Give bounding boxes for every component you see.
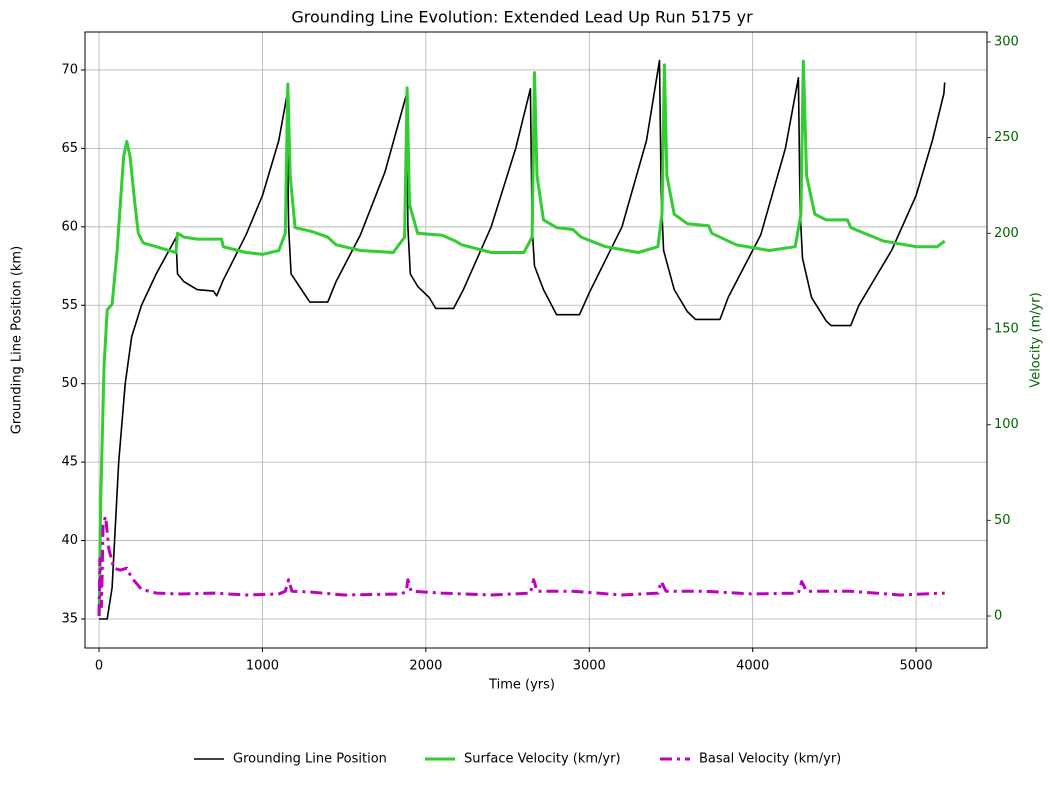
y2-tick-label: 50 [994, 513, 1011, 528]
y-tick-label: 65 [61, 141, 78, 156]
y2-tick-label: 250 [994, 130, 1019, 145]
y-tick-label: 55 [61, 298, 78, 313]
series-line [99, 59, 946, 620]
legend-label: Grounding Line Position [233, 752, 387, 767]
x-tick-label: 5000 [900, 659, 933, 674]
legend-label: Basal Velocity (km/yr) [699, 752, 841, 767]
y-tick-label: 35 [61, 611, 78, 626]
y-tick-label: 70 [61, 62, 78, 77]
x-tick-label: 1000 [246, 659, 279, 674]
y2-tick-label: 200 [994, 226, 1019, 241]
y2-tick-label: 150 [994, 321, 1019, 336]
x-tick-label: 4000 [736, 659, 769, 674]
x-axis-label: Time (yrs) [488, 678, 555, 693]
y-tick-label: 50 [61, 376, 78, 391]
y-tick-label: 45 [61, 455, 78, 470]
x-tick-label: 0 [95, 659, 103, 674]
x-tick-label: 3000 [573, 659, 606, 674]
y-tick-label: 40 [61, 533, 78, 548]
chart-title: Grounding Line Evolution: Extended Lead … [291, 8, 753, 27]
x-tick-label: 2000 [409, 659, 442, 674]
y2-axis-label: Velocity (m/yr) [1029, 292, 1044, 387]
y2-tick-label: 0 [994, 609, 1002, 624]
series-line [97, 59, 946, 617]
series-line [97, 515, 945, 617]
plot-frame [84, 31, 988, 649]
legend-label: Surface Velocity (km/yr) [464, 752, 621, 767]
y-tick-label: 60 [61, 219, 78, 234]
y-axis-label: Grounding Line Position (km) [10, 246, 25, 434]
y2-tick-label: 100 [994, 417, 1019, 432]
y2-tick-label: 300 [994, 34, 1019, 49]
